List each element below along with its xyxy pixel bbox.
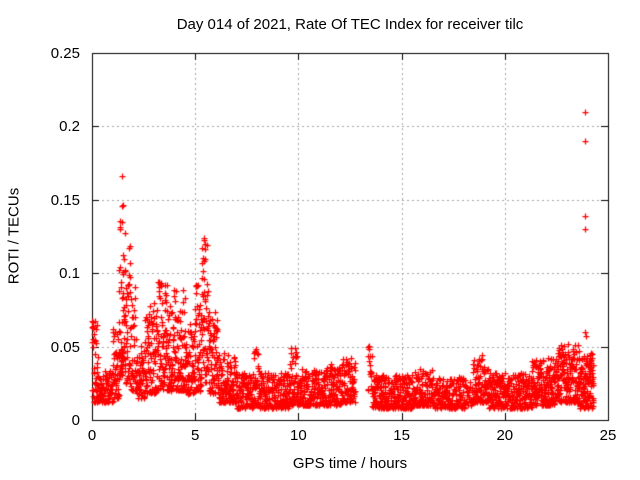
chart-title: Day 014 of 2021, Rate Of TEC Index for r… bbox=[176, 16, 524, 33]
x-tick-label: 10 bbox=[290, 427, 307, 444]
x-tick-label: 5 bbox=[191, 427, 200, 444]
x-tick-label: 0 bbox=[87, 427, 97, 444]
x-tick-label: 20 bbox=[496, 427, 514, 444]
y-tick-label: 0.05 bbox=[50, 338, 80, 356]
y-tick-label: 0.2 bbox=[59, 118, 80, 136]
y-tick-label: 0.1 bbox=[59, 265, 80, 283]
x-tick-label: 25 bbox=[599, 427, 617, 444]
y-tick-label: 0.25 bbox=[50, 45, 80, 62]
y-tick-label: 0.15 bbox=[50, 191, 80, 209]
x-axis-label: GPS time / hours bbox=[292, 455, 408, 472]
y-tick-label: 0 bbox=[71, 412, 80, 429]
x-tick-label: 15 bbox=[393, 427, 410, 444]
